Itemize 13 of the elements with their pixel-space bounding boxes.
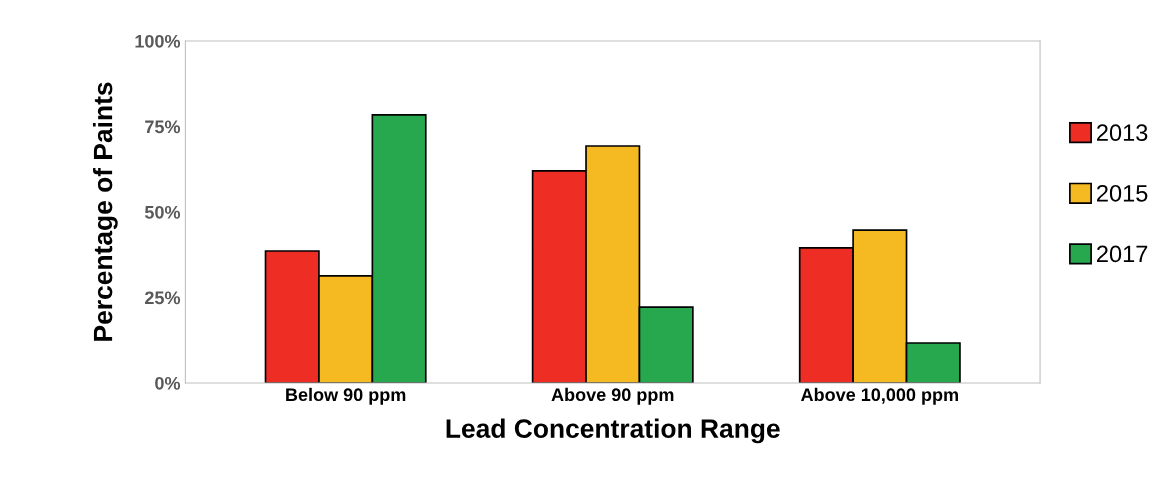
- legend-label: 2015: [1097, 184, 1148, 202]
- x-axis-title: Lead Concentration Range: [446, 418, 780, 444]
- y-axis-title: Percentage of Paints: [92, 82, 118, 341]
- y-tick-label: 75%: [145, 120, 181, 134]
- x-tick-label: Below 90 ppm: [286, 387, 406, 405]
- x-tick-label: Above 90 ppm: [551, 387, 674, 405]
- y-tick-label: 0%: [155, 376, 181, 390]
- y-tick-label: 50%: [144, 205, 181, 219]
- y-tick-label: 100%: [135, 34, 181, 48]
- legend-label: 2013: [1097, 124, 1148, 142]
- y-tick-label: 25%: [145, 291, 181, 305]
- legend-label: 2017: [1097, 245, 1148, 263]
- x-tick-label: Above 10,000 ppm: [801, 387, 958, 405]
